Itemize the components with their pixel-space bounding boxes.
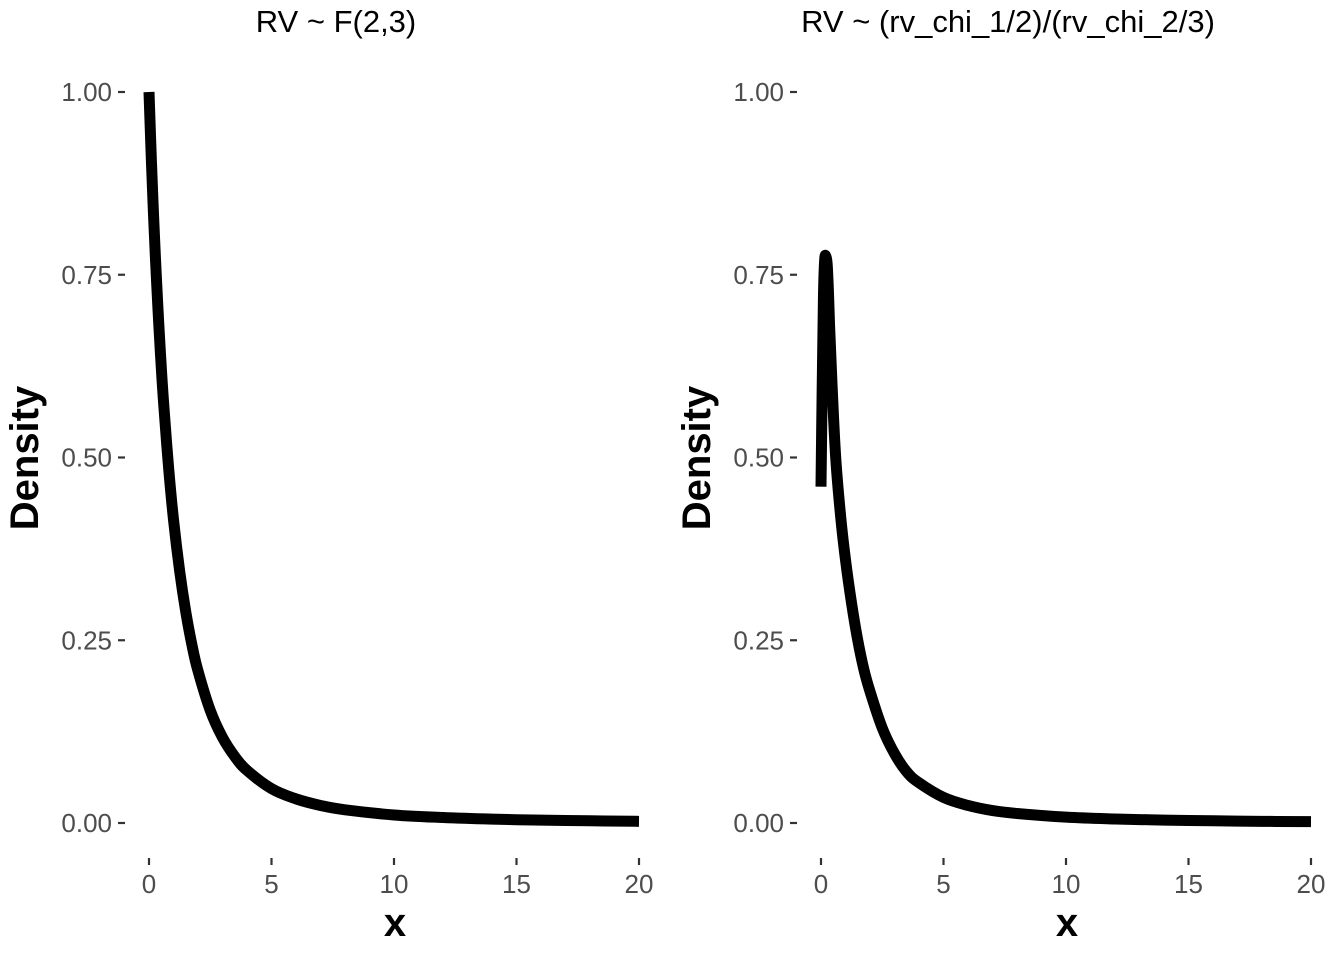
x-tick-label: 0 <box>142 869 156 899</box>
x-tick-label: 5 <box>936 869 950 899</box>
y-tick-label: 0.00 <box>61 808 112 838</box>
y-tick-label: 0.00 <box>733 808 784 838</box>
chart-panel-right: RV ~ (rv_chi_1/2)/(rv_chi_2/3) Density x… <box>675 4 1325 945</box>
x-tick-label: 20 <box>625 869 654 899</box>
y-tick-label: 0.75 <box>733 260 784 290</box>
y-tick-label: 0.50 <box>61 443 112 473</box>
x-tick-label: 15 <box>1174 869 1203 899</box>
x-tick-label: 20 <box>1297 869 1326 899</box>
chart-panel-left: RV ~ F(2,3) Density x 0.00 0.25 0.50 0.75 1.… <box>3 4 653 945</box>
y-tick-label: 0.50 <box>733 443 784 473</box>
x-axis-ticks: 0 5 10 15 20 <box>142 858 654 899</box>
y-axis-ticks: 0.00 0.25 0.50 0.75 1.00 <box>61 77 125 838</box>
x-tick-label: 10 <box>380 869 409 899</box>
y-tick-label: 1.00 <box>61 77 112 107</box>
y-axis-ticks: 0.00 0.25 0.50 0.75 1.00 <box>733 77 797 838</box>
y-tick-label: 0.75 <box>61 260 112 290</box>
x-axis-ticks: 0 5 10 15 20 <box>814 858 1326 899</box>
x-tick-label: 15 <box>502 869 531 899</box>
y-axis-title: Density <box>675 385 719 530</box>
density-line <box>143 91 640 827</box>
x-axis-title: x <box>384 901 406 945</box>
x-tick-label: 0 <box>814 869 828 899</box>
x-tick-label: 5 <box>264 869 278 899</box>
panel-title: RV ~ (rv_chi_1/2)/(rv_chi_2/3) <box>801 4 1215 39</box>
density-line <box>815 249 1312 828</box>
x-tick-label: 10 <box>1052 869 1081 899</box>
x-axis-title: x <box>1056 901 1078 945</box>
y-tick-label: 0.25 <box>61 625 112 655</box>
y-tick-label: 0.25 <box>733 625 784 655</box>
y-axis-title: Density <box>3 385 47 530</box>
panel-title: RV ~ F(2,3) <box>256 4 417 39</box>
y-tick-label: 1.00 <box>733 77 784 107</box>
